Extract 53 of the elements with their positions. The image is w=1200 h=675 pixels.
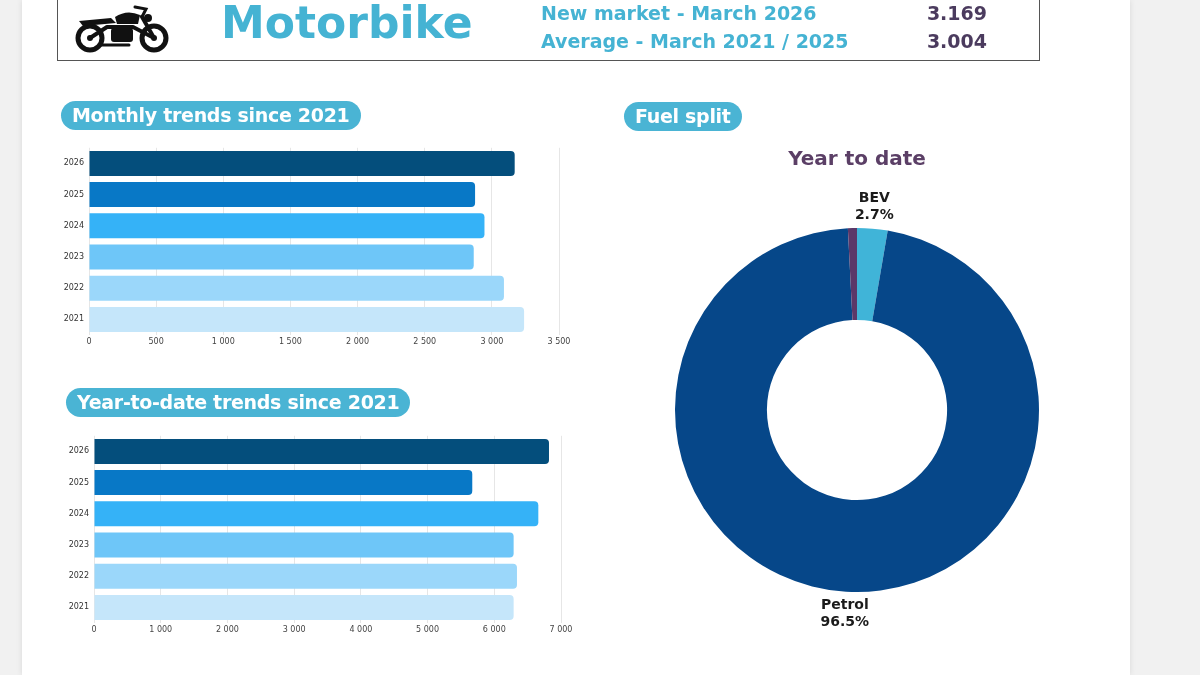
x-tick-label: 0 xyxy=(91,624,97,634)
chart-title: Fuel split xyxy=(624,102,742,131)
y-tick-label: 2023 xyxy=(68,540,89,550)
chart-title: Year-to-date trends since 2021 xyxy=(66,388,411,417)
y-tick-label: 2025 xyxy=(68,477,89,487)
y-tick-label: 2026 xyxy=(63,158,84,168)
bar xyxy=(89,182,476,208)
y-tick-label: 2026 xyxy=(68,446,89,456)
bar xyxy=(94,470,473,496)
bar xyxy=(94,501,539,527)
x-tick-label: 3 000 xyxy=(480,336,504,346)
x-tick-label: 4 000 xyxy=(349,624,373,634)
text: Motorbike xyxy=(221,0,473,48)
x-tick-label: 2 000 xyxy=(215,624,239,634)
bar xyxy=(94,594,514,620)
x-tick-label: 7 000 xyxy=(549,624,573,634)
y-tick-label: 2021 xyxy=(68,602,89,612)
category-label: Average - March 2021 / 2025 xyxy=(541,29,849,53)
bar xyxy=(94,563,517,589)
x-tick-label: 0 xyxy=(86,336,92,346)
x-tick-label: 2 500 xyxy=(413,336,437,346)
y-tick-label: 2025 xyxy=(63,189,84,199)
y-tick-label: 2022 xyxy=(68,571,89,581)
chart-title: Monthly trends since 2021 xyxy=(61,101,361,130)
y-tick-label: 2022 xyxy=(63,283,84,293)
bar xyxy=(89,244,474,270)
data-label: 3.004 xyxy=(926,29,987,53)
x-tick-label: 2 000 xyxy=(346,336,370,346)
data-label: 96.5% xyxy=(820,612,870,629)
x-tick-label: 500 xyxy=(148,336,164,346)
y-tick-label: 2024 xyxy=(68,508,89,518)
bar xyxy=(89,306,525,332)
bar xyxy=(89,150,515,176)
x-tick-label: 5 000 xyxy=(416,624,440,634)
slice-label: Petrol xyxy=(820,595,869,612)
x-tick-label: 3 000 xyxy=(282,624,306,634)
bar xyxy=(89,213,485,239)
bar xyxy=(94,438,549,464)
x-tick-label: 1 000 xyxy=(211,336,235,346)
category-label: New market - March 2026 xyxy=(541,1,817,25)
bar xyxy=(94,532,514,558)
y-tick-label: 2024 xyxy=(63,220,84,230)
x-tick-label: 1 500 xyxy=(278,336,302,346)
y-tick-label: 2023 xyxy=(63,252,84,262)
data-label: 2.7% xyxy=(854,205,894,222)
x-tick-label: 1 000 xyxy=(149,624,173,634)
y-tick-label: 2021 xyxy=(63,314,84,324)
bar xyxy=(89,275,504,301)
data-label: 3.169 xyxy=(926,1,987,25)
chart-subtitle: Year to date xyxy=(788,146,926,170)
x-tick-label: 6 000 xyxy=(482,624,506,634)
slice-label: BEV xyxy=(858,188,890,205)
x-tick-label: 3 500 xyxy=(547,336,571,346)
